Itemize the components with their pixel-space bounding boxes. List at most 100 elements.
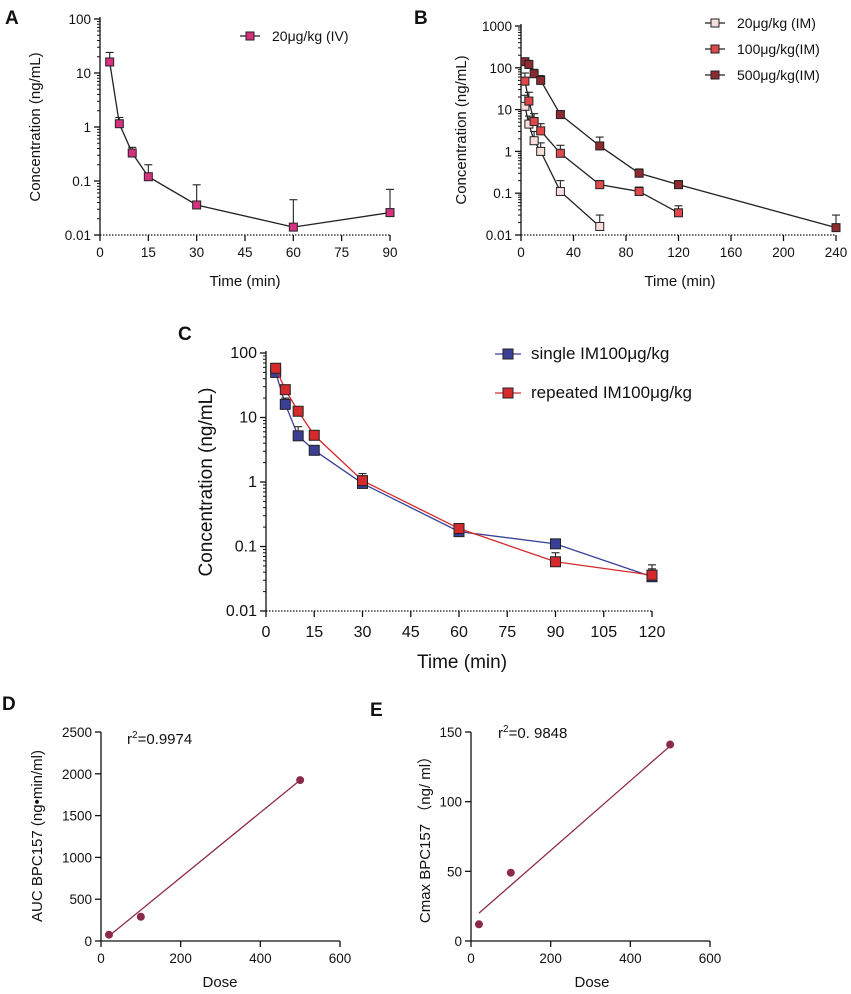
data-point bbox=[114, 119, 124, 129]
legend-marker bbox=[710, 44, 720, 54]
y-tick-label: 10 bbox=[76, 66, 91, 81]
data-point bbox=[674, 180, 683, 190]
data-point bbox=[634, 186, 644, 196]
r-squared-value: =0.9974 bbox=[138, 731, 193, 748]
r-squared-annotation: r2=0.9974 bbox=[127, 730, 192, 748]
data-point bbox=[127, 148, 137, 158]
data-point bbox=[279, 384, 291, 396]
series-1: 100μg/kg(IM) bbox=[520, 41, 820, 218]
data-point bbox=[666, 740, 675, 749]
x-axis-title: Time (min) bbox=[209, 273, 280, 290]
legend-marker bbox=[502, 348, 514, 360]
panel-d: D 0 500 1000 1500 2000 2500 0 200 400 600 AUC BPC15… bbox=[2, 694, 351, 991]
y-tick-label: 0.01 bbox=[226, 603, 257, 620]
data-point bbox=[555, 148, 565, 158]
x-tick-label: 90 bbox=[547, 624, 565, 641]
y-tick-label: 500 bbox=[69, 892, 92, 907]
x-tick-label: 400 bbox=[619, 951, 642, 966]
x-axis-title: Dose bbox=[202, 974, 237, 991]
legend-label: 500μg/kg(IM) bbox=[737, 67, 820, 83]
y-axis-title: Cmax BPC157 （ng/ ml） bbox=[417, 749, 434, 923]
r-squared-prefix: r bbox=[127, 731, 132, 748]
x-tick-label: 30 bbox=[189, 245, 204, 260]
y-tick-label: 2000 bbox=[62, 767, 92, 782]
x-tick-label: 600 bbox=[699, 951, 722, 966]
data-point bbox=[536, 126, 546, 136]
data-point bbox=[634, 168, 644, 178]
r-squared-value: =0. 9848 bbox=[509, 725, 568, 742]
y-tick-label: 0.1 bbox=[235, 539, 257, 556]
y-tick-label: 10 bbox=[239, 410, 257, 427]
y-tick-label: 0 bbox=[454, 934, 462, 949]
panel-label: B bbox=[414, 8, 428, 29]
r-squared-superscript: 2 bbox=[132, 730, 138, 741]
legend-label: repeated IM100μg/kg bbox=[531, 383, 692, 402]
x-tick-label: 80 bbox=[618, 245, 633, 260]
x-tick-label: 75 bbox=[334, 245, 349, 260]
legend-label: 20μg/kg (IV) bbox=[272, 28, 349, 44]
data-point bbox=[104, 930, 113, 939]
legend-marker bbox=[710, 18, 720, 28]
series-0: single IM100μg/kg bbox=[270, 344, 669, 583]
x-axis-title: Time (min) bbox=[644, 273, 715, 290]
y-tick-label: 100 bbox=[489, 61, 512, 76]
data-point bbox=[595, 221, 605, 231]
data-point bbox=[524, 96, 534, 106]
x-tick-label: 45 bbox=[237, 245, 252, 260]
data-point bbox=[529, 69, 539, 79]
x-tick-label: 120 bbox=[667, 245, 690, 260]
data-point bbox=[136, 912, 145, 921]
data-point bbox=[536, 146, 546, 156]
panel-a: A 0.01 0.1 1 10 100 0 15 30 45 60 75 90 Concentration… bbox=[5, 8, 398, 290]
legend-label: 20μg/kg (IM) bbox=[737, 15, 816, 31]
y-tick-label: 1 bbox=[248, 474, 257, 491]
series-0: 20μg/kg (IV) bbox=[105, 28, 395, 232]
y-axis-title: AUC BPC157 (ng•min/ml) bbox=[29, 750, 46, 922]
x-tick-label: 0 bbox=[467, 951, 475, 966]
series-1: repeated IM100μg/kg bbox=[270, 362, 692, 581]
data-point bbox=[595, 141, 605, 151]
data-point bbox=[105, 57, 115, 67]
x-tick-label: 0 bbox=[96, 245, 104, 260]
y-tick-label: 100 bbox=[68, 12, 91, 27]
fit-line bbox=[108, 779, 301, 937]
data-point bbox=[506, 868, 515, 877]
x-tick-label: 45 bbox=[402, 624, 420, 641]
panel-label: C bbox=[178, 324, 192, 345]
data-point bbox=[292, 430, 304, 442]
y-tick-label: 150 bbox=[439, 725, 462, 740]
x-tick-label: 160 bbox=[720, 245, 743, 260]
data-point bbox=[674, 208, 683, 218]
data-point bbox=[529, 116, 539, 126]
data-point bbox=[550, 556, 561, 568]
r-squared-superscript: 2 bbox=[503, 724, 509, 735]
data-point bbox=[520, 76, 530, 86]
panel-label: E bbox=[370, 700, 383, 721]
data-point bbox=[831, 223, 841, 233]
y-tick-label: 100 bbox=[439, 795, 462, 810]
x-tick-label: 120 bbox=[639, 624, 666, 641]
x-tick-label: 240 bbox=[825, 245, 848, 260]
legend-marker bbox=[710, 70, 720, 80]
x-tick-label: 60 bbox=[450, 624, 468, 641]
data-point bbox=[308, 429, 320, 441]
y-axis-title: Concentration (ng/mL) bbox=[196, 387, 217, 576]
x-tick-label: 400 bbox=[249, 951, 272, 966]
x-tick-label: 0 bbox=[517, 245, 525, 260]
y-tick-label: 1 bbox=[83, 120, 91, 135]
x-tick-label: 200 bbox=[772, 245, 795, 260]
x-tick-label: 200 bbox=[539, 951, 562, 966]
data-point bbox=[308, 444, 320, 456]
data-point bbox=[357, 475, 368, 487]
legend-marker bbox=[245, 31, 255, 41]
x-tick-label: 60 bbox=[286, 245, 301, 260]
x-tick-label: 600 bbox=[329, 951, 352, 966]
x-tick-label: 0 bbox=[262, 624, 271, 641]
legend-label: 100μg/kg(IM) bbox=[737, 41, 820, 57]
x-tick-label: 30 bbox=[354, 624, 372, 641]
series-line bbox=[109, 61, 391, 228]
series-line bbox=[524, 61, 837, 229]
series-2: 500μg/kg(IM) bbox=[520, 57, 841, 233]
panel-e: E 0 50 100 150 0 200 400 600 Cmax BPC157 （ng/ ml）… bbox=[370, 700, 721, 991]
x-tick-label: 105 bbox=[590, 624, 617, 641]
